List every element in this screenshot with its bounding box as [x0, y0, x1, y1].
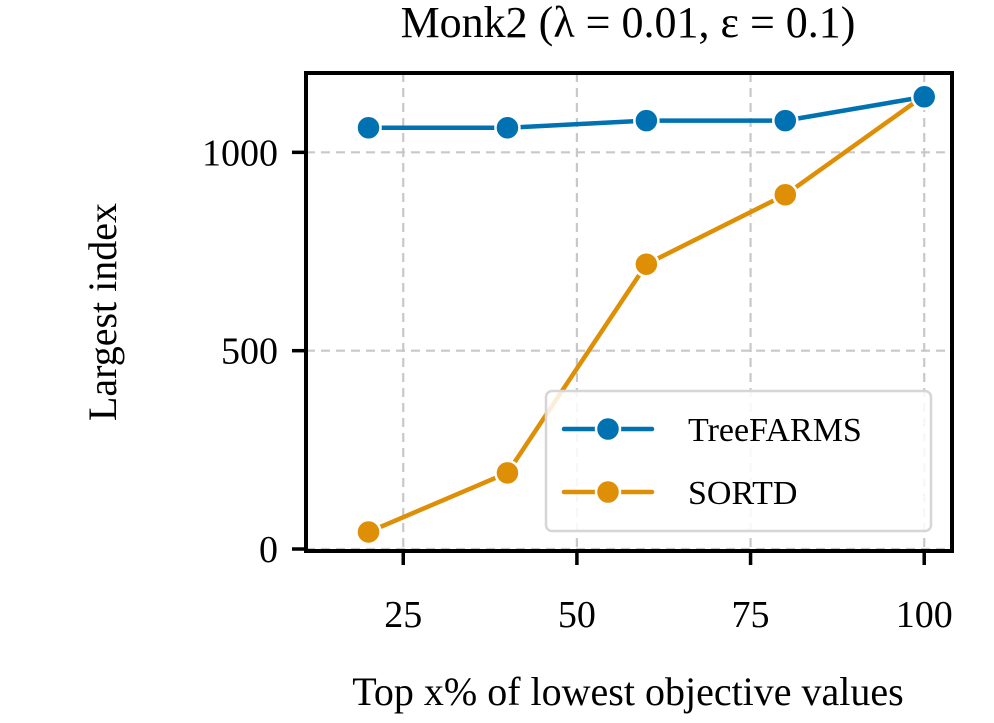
- x-tick-label-100: 100: [896, 594, 953, 636]
- data-series: [355, 82, 938, 546]
- point-sortd-60: [633, 250, 660, 278]
- legend-label-treefarms: TreeFARMS: [688, 412, 862, 449]
- y-tick-label-1000: 1000: [202, 132, 278, 174]
- y-tick-label-0: 0: [259, 529, 278, 571]
- legend-marker-treefarms: [594, 415, 622, 443]
- legend: TreeFARMS SORTD: [544, 389, 933, 533]
- y-tick-label-500: 500: [221, 331, 278, 373]
- point-sortd-40: [494, 459, 521, 487]
- plot-frame: [304, 71, 954, 553]
- legend-box: [544, 389, 933, 533]
- x-tick-label-25: 25: [384, 594, 422, 636]
- legend-marker-sortd: [594, 478, 622, 506]
- point-treefarms-80: [772, 107, 799, 134]
- x-axis-label: Top x% of lowest objective values: [352, 669, 904, 714]
- y-axis-label: Largest index: [80, 203, 125, 421]
- legend-label-sortd: SORTD: [688, 475, 797, 512]
- x-tick-label-50: 50: [558, 594, 596, 636]
- point-treefarms-60: [633, 107, 660, 134]
- x-tick-label-75: 75: [732, 594, 770, 636]
- point-treefarms-20: [355, 114, 382, 141]
- point-treefarms-100: [910, 83, 938, 111]
- point-treefarms-40: [494, 114, 521, 141]
- point-sortd-20: [355, 518, 382, 546]
- point-sortd-80: [772, 181, 799, 209]
- chart-title: Monk2 (λ = 0.01, ε = 0.1): [401, 0, 856, 47]
